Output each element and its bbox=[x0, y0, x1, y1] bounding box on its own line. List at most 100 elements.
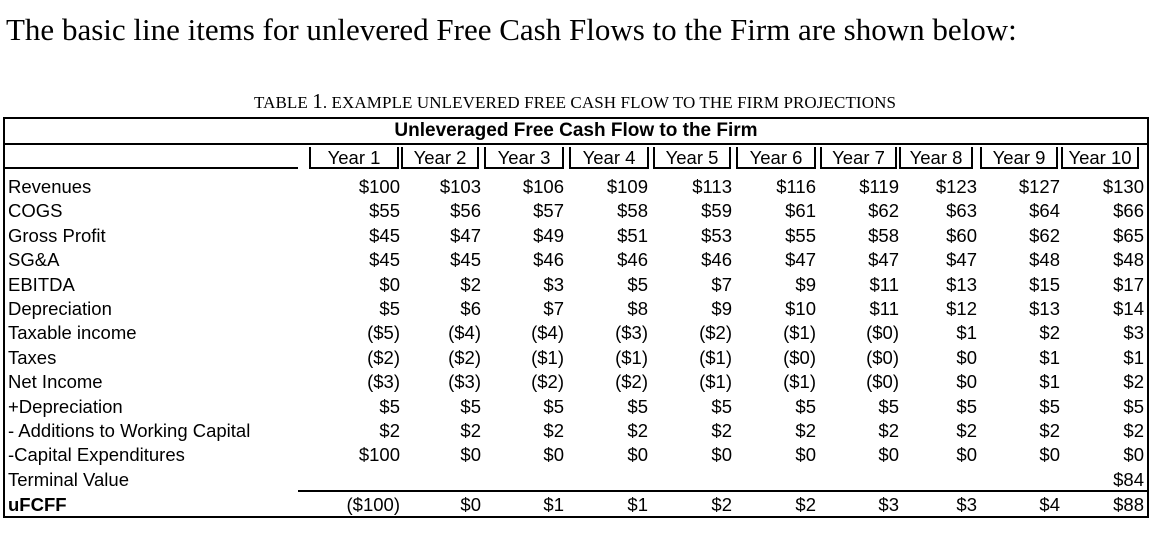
year-header-4: Year 4 bbox=[569, 147, 649, 169]
cell-value: $51 bbox=[617, 224, 648, 246]
cell-value: $53 bbox=[701, 224, 732, 246]
cell-value: $46 bbox=[617, 249, 648, 271]
caption-number: 1 bbox=[312, 89, 323, 113]
cell-value: ($2) bbox=[367, 346, 400, 368]
cell-value: $123 bbox=[935, 176, 977, 197]
year-header-3: Year 3 bbox=[484, 147, 564, 169]
year-header-1: Year 1 bbox=[309, 147, 399, 169]
row-label: Revenues bbox=[8, 176, 92, 197]
cell-value: $46 bbox=[533, 249, 564, 271]
cell-value: ($3) bbox=[615, 322, 648, 344]
row-label: Taxes bbox=[8, 346, 57, 368]
cell-value: $48 bbox=[1113, 249, 1144, 271]
cell-value: $11 bbox=[869, 273, 900, 295]
cell-value: $62 bbox=[868, 200, 899, 222]
table-row: +Depreciation $5 $5 $5 $5 $5 $5 $5 $5 $5 $5 bbox=[5, 395, 1147, 419]
row-label: Depreciation bbox=[8, 298, 112, 319]
cell-value: $1 bbox=[627, 494, 648, 515]
cell-value: $63 bbox=[946, 200, 977, 222]
cell-value: $5 bbox=[627, 273, 648, 295]
cell-value: $0 bbox=[543, 444, 564, 466]
cell-value: $0 bbox=[956, 371, 977, 393]
cell-value: $6 bbox=[460, 298, 481, 319]
cell-value: $5 bbox=[795, 395, 816, 417]
cell-value: ($1) bbox=[531, 346, 564, 368]
cell-value: $5 bbox=[711, 395, 732, 417]
cell-value: $113 bbox=[692, 176, 732, 197]
cell-value: $57 bbox=[533, 200, 564, 222]
cell-value: ($1) bbox=[699, 371, 732, 393]
cell-value: $13 bbox=[1029, 298, 1060, 319]
cell-value: $55 bbox=[785, 224, 816, 246]
cell-value: ($5) bbox=[367, 322, 400, 344]
cell-value: $2 bbox=[1123, 371, 1144, 393]
table-row: - Additions to Working Capital $2 $2 $2 $2 $2… bbox=[5, 419, 1147, 443]
cell-value: $1 bbox=[956, 322, 977, 344]
row-label: uFCFF bbox=[8, 494, 67, 515]
table-row: -Capital Expenditures $100 $0 $0 $0 $0 $0 $0 $0 $… bbox=[5, 443, 1147, 467]
cell-value: $59 bbox=[701, 200, 732, 222]
cell-value: $3 bbox=[956, 494, 977, 515]
cell-value: ($0) bbox=[866, 346, 899, 368]
cell-value: $4 bbox=[1039, 494, 1060, 515]
row-label: +Depreciation bbox=[8, 395, 123, 417]
row-label: SG&A bbox=[8, 249, 60, 271]
cell-value: $5 bbox=[627, 395, 648, 417]
cell-value: $46 bbox=[701, 249, 732, 271]
cell-value: $62 bbox=[1029, 224, 1060, 246]
cell-value: ($3) bbox=[367, 371, 400, 393]
cell-value: $10 bbox=[785, 298, 816, 319]
cell-value: $8 bbox=[627, 298, 648, 319]
cell-value: $9 bbox=[711, 298, 732, 319]
cell-value: $2 bbox=[543, 420, 564, 441]
cell-value: $2 bbox=[1039, 420, 1060, 441]
cell-value: $0 bbox=[1039, 444, 1060, 466]
cell-value: $9 bbox=[795, 273, 816, 295]
cell-value: $0 bbox=[711, 444, 732, 466]
cell-value: $0 bbox=[956, 444, 977, 466]
cell-value: $66 bbox=[1113, 200, 1144, 222]
cell-value: $12 bbox=[946, 298, 977, 319]
row-label: - Additions to Working Capital bbox=[8, 420, 251, 441]
row-label: Terminal Value bbox=[8, 468, 129, 490]
cell-value: $45 bbox=[369, 249, 400, 271]
table-row: Terminal Value $84 bbox=[5, 468, 1147, 492]
table-row: Gross Profit $45 $47 $49 $51 $53 $55 $58 $60 $62 $… bbox=[5, 224, 1147, 248]
cell-value: ($3) bbox=[448, 371, 481, 393]
cell-value: $61 bbox=[785, 200, 816, 222]
cell-value: $100 bbox=[358, 176, 400, 197]
cell-value: $119 bbox=[859, 176, 899, 197]
cell-value: $5 bbox=[543, 395, 564, 417]
cell-value: $5 bbox=[878, 395, 899, 417]
cell-value: ($1) bbox=[699, 346, 732, 368]
cell-value: $47 bbox=[868, 249, 899, 271]
cell-value: $47 bbox=[450, 224, 481, 246]
cell-value: $65 bbox=[1113, 224, 1144, 246]
cell-value: $1 bbox=[1039, 346, 1060, 368]
table-row: SG&A $45 $45 $46 $46 $46 $47 $47 $47 $48 $48 bbox=[5, 248, 1147, 272]
cell-value: $58 bbox=[868, 224, 899, 246]
cell-value: $49 bbox=[533, 224, 564, 246]
cell-value: $2 bbox=[795, 420, 816, 441]
cell-value: $5 bbox=[460, 395, 481, 417]
cell-value: $3 bbox=[878, 494, 899, 515]
table-row: Depreciation $5 $6 $7 $8 $9 $10 $11 $12 $13 $14 bbox=[5, 297, 1147, 321]
cell-value: $0 bbox=[956, 346, 977, 368]
cell-value: $0 bbox=[627, 444, 648, 466]
cell-value: $2 bbox=[711, 494, 732, 515]
cell-value: $11 bbox=[869, 298, 900, 319]
cell-value: ($2) bbox=[531, 371, 564, 393]
cell-value: $60 bbox=[946, 224, 977, 246]
cell-value: $3 bbox=[1123, 322, 1144, 344]
row-label: EBITDA bbox=[8, 273, 75, 295]
cell-value: $56 bbox=[450, 200, 481, 222]
cell-value: ($0) bbox=[783, 346, 816, 368]
table-row: Revenues $100 $103 $106 $109 $113 $116 $119 $123… bbox=[5, 175, 1147, 199]
cell-value: $1 bbox=[1123, 346, 1144, 368]
cell-value: $0 bbox=[795, 444, 816, 466]
caption-suffix: . EXAMPLE UNLEVERED FREE CASH FLOW TO TH… bbox=[322, 93, 897, 112]
cell-value: $106 bbox=[522, 176, 564, 197]
cell-value: $2 bbox=[1039, 322, 1060, 344]
label-column-header bbox=[5, 147, 298, 169]
intro-text: The basic line items for unlevered Free … bbox=[6, 12, 1017, 47]
